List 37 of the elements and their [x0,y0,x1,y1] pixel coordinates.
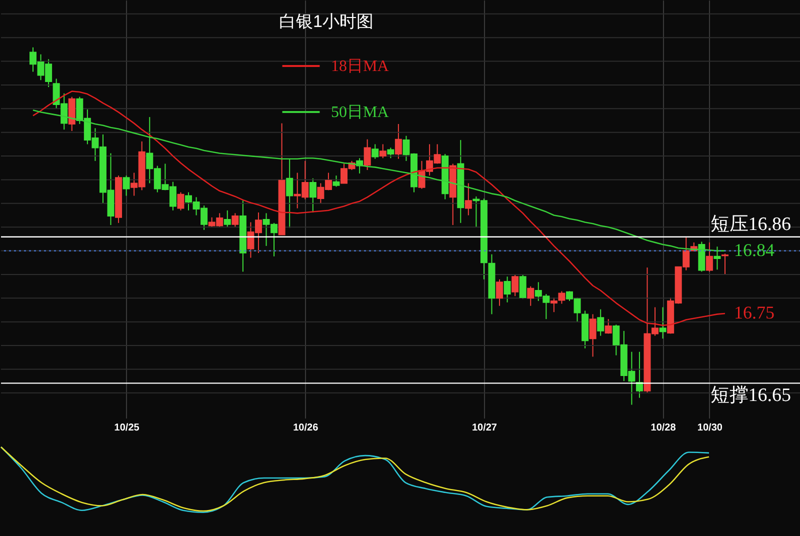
candlestick [589,314,596,358]
candlestick [122,175,130,196]
candlestick [379,144,386,159]
candlestick [706,242,713,272]
candlestick [496,278,504,306]
candlestick [332,175,340,188]
candlestick [394,124,402,160]
candlestick [512,274,519,297]
x-tick-label: 10/26 [293,422,319,434]
candlestick [224,210,231,228]
legend-label: 50日MA [331,104,390,121]
candlestick [597,308,604,336]
candlestick [519,274,526,300]
candlestick [722,253,728,275]
candlestick [464,182,472,216]
candlestick [527,286,534,306]
candlestick [504,276,511,303]
text: 16.84 [734,240,774,260]
candlestick [604,318,612,334]
ref-line-label: 短撑16.65 [710,385,791,406]
candlestick [659,306,666,340]
x-tick-label: 10/27 [472,422,498,434]
ref-line-label: 短压16.86 [710,214,791,235]
text: 白银1小时图 [279,12,374,31]
candlestick [714,246,721,270]
candlestick [387,147,394,159]
candlestick [309,178,316,213]
x-tick-label: 10/28 [650,422,676,434]
x-tick-label: 10/25 [114,422,140,434]
candlestick [372,144,379,160]
text: 16.75 [734,302,774,322]
x-tick-label: 10/30 [697,422,723,434]
candlestick [286,158,294,228]
candlestick [177,192,184,211]
candlestick [364,138,371,170]
legend-label: 18日MA [331,58,390,75]
candlestick [232,212,239,228]
